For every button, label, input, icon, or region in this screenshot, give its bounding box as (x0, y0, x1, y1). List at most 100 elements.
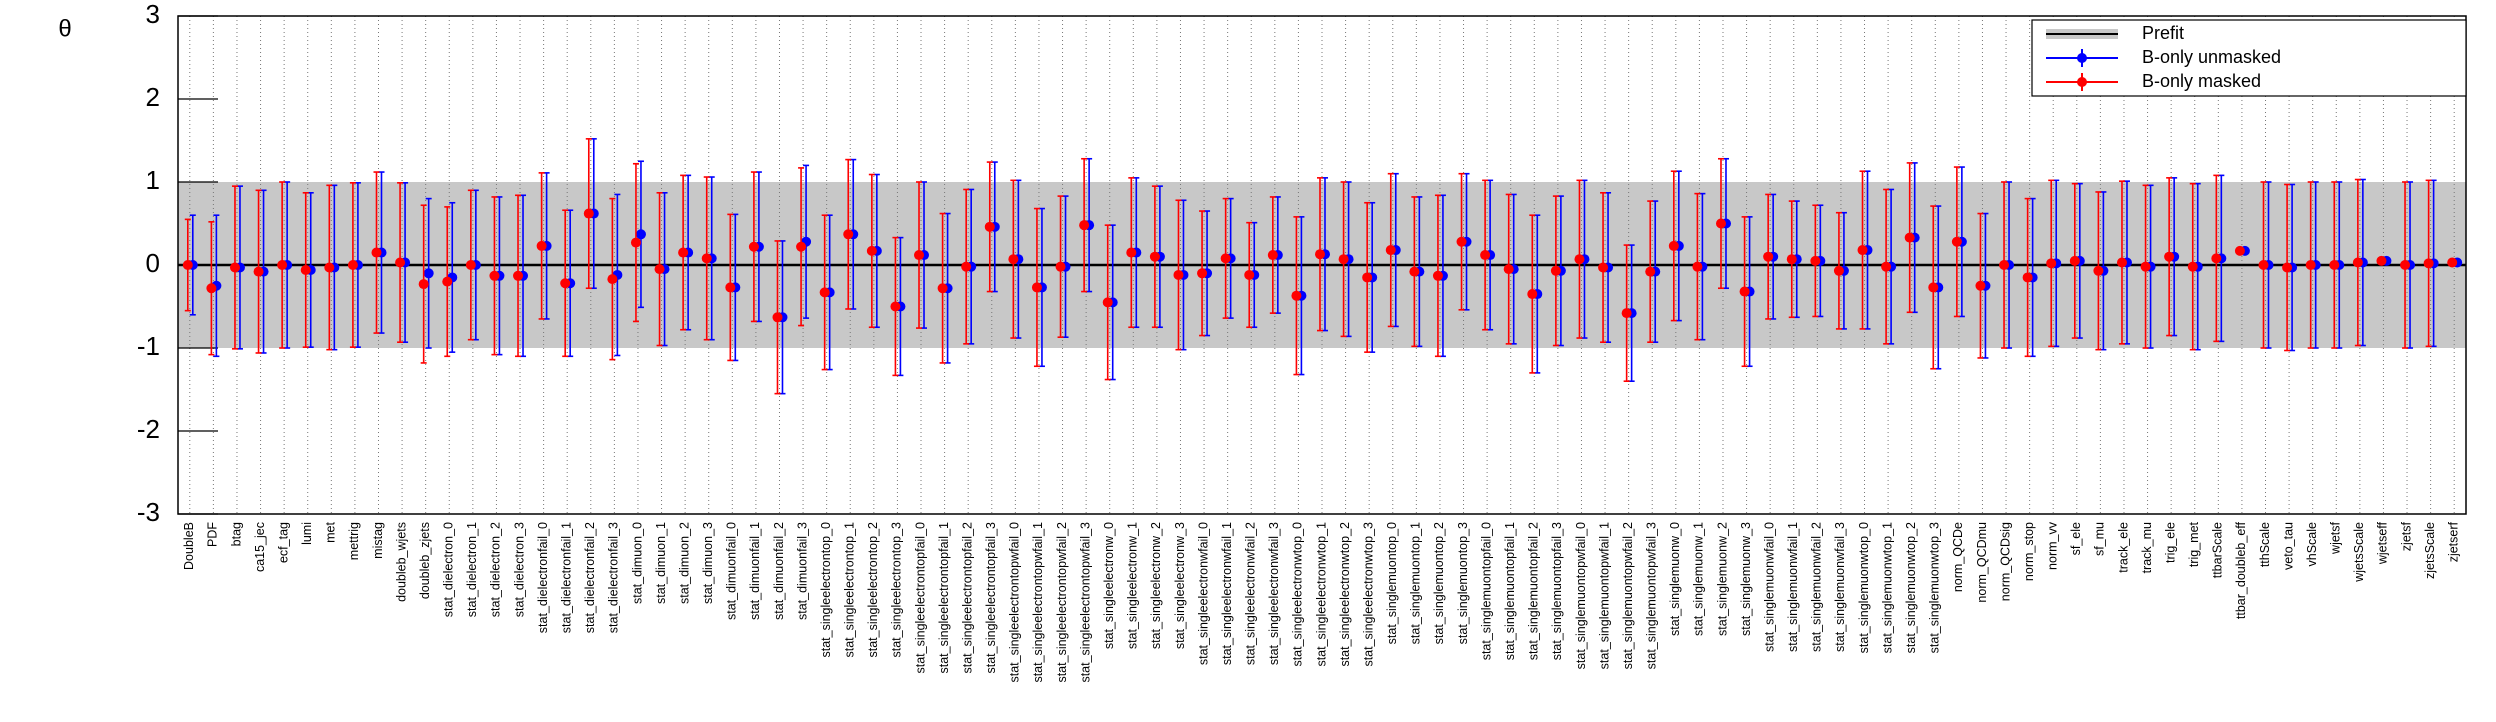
x-tick-label: stat_singleelectrontopfail_0 (913, 522, 927, 674)
point (1668, 240, 1679, 251)
x-tick-label: stat_singleelectrontopwfail_2 (1055, 522, 1069, 683)
point (866, 245, 877, 256)
y-tick-label: 2 (146, 82, 160, 112)
point (489, 270, 500, 281)
x-tick-label: stat_singleelectrontopfail_2 (960, 522, 974, 674)
x-tick-label: stat_singlemuonw_0 (1668, 522, 1682, 636)
x-tick-label: stat_singleelectrontopfail_3 (984, 522, 998, 674)
x-tick-label: trig_ele (2163, 522, 2177, 563)
point (630, 237, 641, 248)
point (300, 264, 311, 275)
x-tick-label: stat_singleelectrontop_3 (890, 522, 904, 658)
y-tick-label: -1 (137, 331, 160, 361)
x-tick-label: btag (229, 522, 243, 546)
point (583, 208, 594, 219)
x-tick-label: stat_singleelectrontop_0 (819, 522, 833, 658)
point (607, 274, 618, 285)
point (442, 276, 453, 287)
point (513, 270, 524, 281)
x-tick-label: stat_singlemuonw_1 (1692, 522, 1706, 636)
point (1715, 218, 1726, 229)
x-tick-label: ttbar_doubleb_eff (2234, 521, 2248, 619)
point (1763, 251, 1774, 262)
x-tick-label: ecf_tag (276, 522, 290, 563)
x-tick-label: norm_stop (2022, 522, 2036, 581)
x-tick-label: stat_singlemuonwtop_2 (1904, 522, 1918, 653)
point (1951, 236, 1962, 247)
x-tick-label: stat_singlemuontopfail_0 (1479, 522, 1493, 660)
point (635, 229, 646, 240)
point (748, 241, 759, 252)
point (2187, 261, 2198, 272)
x-tick-label: stat_singlemuonw_2 (1715, 522, 1729, 636)
x-tick-label: stat_dimuon_0 (630, 522, 644, 604)
x-tick-label: stat_singlemuontopfail_3 (1550, 522, 1564, 660)
x-tick-label: stat_singlemuontopwfail_3 (1645, 522, 1659, 669)
x-tick-label: stat_singleelectronw_3 (1173, 522, 1187, 649)
x-tick-label: lumi (300, 522, 314, 545)
point (1409, 266, 1420, 277)
point (1244, 269, 1255, 280)
legend-swatch (2077, 77, 2087, 87)
x-tick-label: stat_singlemuontopwfail_0 (1574, 522, 1588, 669)
x-tick-label: sf_mu (2093, 522, 2107, 556)
x-tick-label: DoubleB (182, 522, 196, 570)
x-tick-label: stat_singleelectrontop_2 (866, 522, 880, 658)
point (2234, 245, 2245, 256)
x-tick-label: tthScale (2258, 522, 2272, 567)
point (1550, 265, 1561, 276)
point (984, 221, 995, 232)
point (1173, 269, 1184, 280)
x-tick-label: norm_QCDmu (1975, 522, 1989, 603)
point (725, 282, 736, 293)
point (2376, 255, 2387, 266)
x-tick-label: norm_QCDe (1951, 522, 1965, 592)
point (2447, 257, 2458, 268)
x-tick-label: stat_singleelectronwfail_2 (1244, 522, 1258, 665)
point (1739, 286, 1750, 297)
point (961, 261, 972, 272)
point (1527, 289, 1538, 300)
x-tick-label: stat_dimuon_2 (677, 522, 691, 604)
point (1904, 232, 1915, 243)
x-tick-label: trig_met (2187, 521, 2201, 567)
point (1267, 250, 1278, 261)
x-tick-label: wjetseff (2376, 521, 2390, 565)
point (2400, 260, 2411, 270)
x-tick-label: norm_QCDsig (1998, 522, 2012, 601)
point (843, 229, 854, 240)
point (1810, 255, 1821, 266)
x-tick-label: stat_singleelectronw_0 (1102, 522, 1116, 649)
x-tick-label: stat_singlemuonwtop_3 (1928, 522, 1942, 653)
point (1574, 254, 1585, 265)
point (2116, 257, 2127, 268)
x-tick-label: stat_dielectron_3 (512, 522, 526, 617)
x-tick-label: veto_tau (2281, 522, 2295, 570)
x-tick-label: zjetsf (2399, 521, 2413, 551)
point (1999, 260, 2010, 270)
x-tick-label: stat_dielectronfail_2 (583, 522, 597, 633)
point (1598, 262, 1609, 273)
x-tick-label: stat_singlemuonwfail_0 (1762, 522, 1776, 652)
point (536, 240, 547, 251)
point (1645, 266, 1656, 277)
y-tick-label: -3 (137, 497, 160, 527)
x-tick-label: stat_dimuonfail_0 (725, 522, 739, 620)
x-tick-label: stat_dielectron_0 (442, 522, 456, 617)
point (1456, 236, 1467, 247)
point (1149, 251, 1160, 262)
x-tick-label: stat_singlemuonwtop_1 (1880, 522, 1894, 653)
point (1432, 270, 1443, 281)
point (423, 268, 434, 279)
x-tick-label: zjetserf (2447, 521, 2461, 562)
x-tick-label: stat_dielectron_2 (489, 522, 503, 617)
point (1338, 254, 1349, 265)
point (395, 257, 406, 268)
point (206, 283, 217, 294)
point (1503, 264, 1514, 275)
x-tick-label: norm_vv (2046, 521, 2060, 570)
x-tick-label: ca15_jec (253, 522, 267, 572)
x-tick-label: stat_singlemuontop_0 (1385, 522, 1399, 644)
point (1031, 282, 1042, 293)
